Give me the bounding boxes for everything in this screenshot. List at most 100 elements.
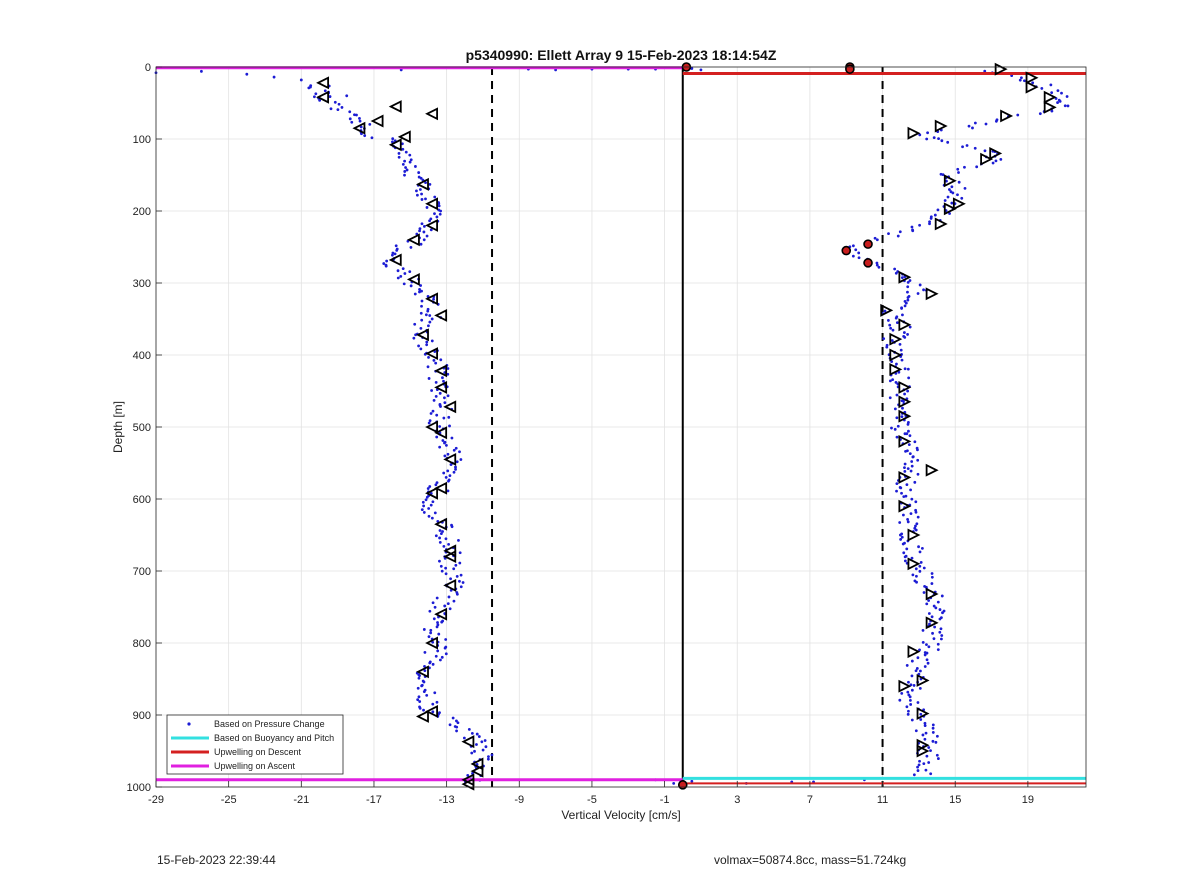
descent-marker (943, 174, 957, 188)
pressure-point-ascent (438, 541, 442, 544)
pressure-point-descent (922, 566, 926, 570)
pressure-point-ascent (430, 389, 434, 392)
pressure-point-ascent (428, 419, 432, 423)
pressure-point-ascent (314, 92, 318, 96)
pressure-point-ascent (401, 267, 405, 271)
legend-label: Upwelling on Ascent (214, 761, 296, 771)
pressure-point-ascent (427, 355, 430, 359)
pressure-point-ascent (419, 284, 422, 287)
pressure-point-descent (946, 140, 950, 144)
pressure-point-ascent (414, 165, 417, 168)
pressure-point-descent (902, 551, 906, 555)
pressure-point-ascent (454, 563, 458, 567)
pressure-point-ascent (397, 155, 401, 159)
pressure-point-ascent (446, 489, 450, 493)
legend-box (166, 714, 344, 775)
pressure-point-descent (935, 734, 939, 738)
pressure-point-descent (906, 280, 910, 284)
pressure-point-ascent (454, 465, 457, 469)
pressure-point-ascent (432, 398, 436, 402)
pressure-point-ascent (441, 439, 445, 442)
descent-marker (898, 395, 912, 409)
pressure-point-ascent (403, 159, 406, 163)
pressure-point-descent (911, 573, 915, 577)
descent-marker (907, 528, 921, 542)
x-tick-label: -5 (587, 794, 597, 806)
pressure-point-descent (948, 188, 951, 191)
pressure-point-ascent (447, 479, 450, 483)
pressure-point-descent (909, 703, 913, 706)
pressure-point-descent (898, 230, 902, 234)
pressure-point-descent (913, 480, 917, 484)
pressure-point-descent (905, 483, 909, 487)
pressure-point-descent (900, 276, 904, 280)
axes: -29 -25 -21 -17 -13 -9 -5 -1 3 7 11 15 1901002003004… (127, 62, 1034, 806)
pressure-point-descent (895, 362, 898, 366)
pressure-point-descent (893, 427, 897, 431)
pressure-point-descent (909, 512, 913, 516)
pressure-point-ascent (441, 530, 444, 533)
pressure-point-ascent (399, 274, 403, 278)
pressure-point-descent (910, 464, 914, 468)
pressure-point-ascent (434, 361, 438, 365)
pressure-point-descent (898, 342, 902, 346)
pressure-point-ascent (437, 202, 441, 205)
pressure-point-ascent (422, 225, 426, 228)
ascent-marker (425, 636, 438, 650)
pressure-point-ascent (329, 107, 333, 111)
pressure-point-ascent (452, 448, 456, 452)
pressure-point-descent (933, 213, 937, 217)
pressure-point-ascent (420, 684, 424, 688)
pressure-point-descent (916, 769, 920, 772)
pressure-point-descent (927, 612, 931, 615)
pressure-point-descent (900, 358, 904, 362)
pressure-point-descent (916, 448, 919, 452)
pressure-point-descent (919, 669, 922, 673)
pressure-point-ascent (484, 745, 488, 749)
pressure-point-surface (699, 68, 703, 72)
pressure-point-ascent (434, 483, 438, 487)
pressure-point-ascent (477, 735, 481, 738)
pressure-point-ascent (439, 532, 443, 536)
descent-marker (898, 679, 912, 693)
ascent-marker (415, 665, 429, 679)
descent-marker (898, 270, 912, 284)
pressure-point-descent (908, 434, 912, 438)
pressure-point-descent (921, 733, 925, 737)
pressure-point-ascent (433, 195, 437, 199)
pressure-point-descent (906, 290, 909, 294)
pressure-point-ascent (452, 567, 456, 571)
pressure-point-ascent (426, 487, 430, 490)
pressure-point-descent (1020, 76, 1023, 80)
pressure-point-descent (898, 698, 902, 702)
pressure-point-descent (925, 651, 929, 655)
pressure-point-descent (901, 542, 905, 546)
pressure-point-descent (928, 220, 931, 224)
ascent-marker (434, 481, 448, 495)
descent-marker (898, 318, 912, 332)
pressure-point-descent (1060, 91, 1063, 95)
pressure-point-ascent (475, 743, 478, 746)
pressure-point-descent (960, 196, 964, 200)
pressure-point-ascent (409, 158, 413, 162)
pressure-point-descent (1065, 95, 1069, 98)
pressure-point-ascent (481, 748, 485, 752)
pressure-point-descent (890, 360, 894, 363)
pressure-point-descent (873, 236, 877, 240)
pressure-point-ascent (443, 401, 447, 405)
pressure-point-descent (896, 424, 900, 428)
ascent-marker (397, 130, 411, 144)
pressure-point-surface (245, 72, 249, 76)
pressure-point-descent (983, 149, 987, 153)
pressure-point-ascent (439, 209, 443, 213)
pressure-point-ascent (418, 188, 422, 191)
pressure-point-descent (902, 331, 906, 334)
pressure-point-ascent (466, 773, 470, 777)
pressure-point-descent (906, 367, 910, 371)
pressure-point-descent (1058, 99, 1062, 103)
pressure-point-ascent (425, 340, 429, 344)
pressure-point-descent (929, 772, 933, 776)
pressure-point-descent (1050, 91, 1054, 95)
pressure-point-descent (906, 296, 910, 299)
pressure-point-descent (938, 608, 942, 611)
